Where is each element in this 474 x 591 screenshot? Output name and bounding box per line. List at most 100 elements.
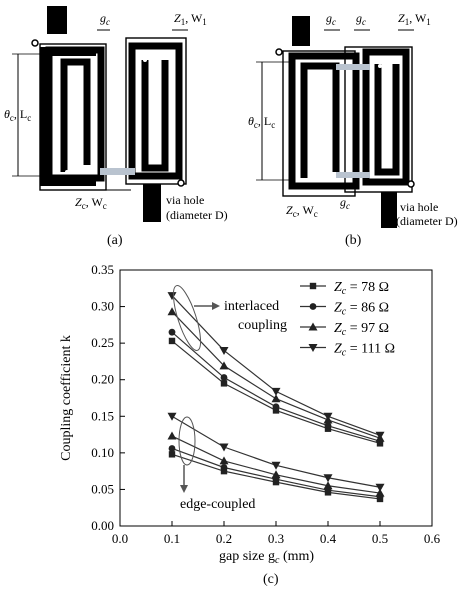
right-resonator-body-a	[125, 37, 187, 185]
edge-arrowhead	[180, 485, 188, 493]
via-hole-a5	[113, 58, 117, 62]
feed-port-top-a	[47, 6, 67, 34]
via-hole-a4	[143, 58, 147, 62]
legend-entry: Zc = 97 Ω	[300, 321, 389, 338]
data-point	[219, 346, 229, 355]
legend-marker	[308, 322, 318, 331]
chart-axes: 0.0 0.1 0.2 0.3 0.4 0.5 0.6 0.00 0.05 0.10 0.15 0.2…	[91, 262, 440, 546]
x-axis-label: gap size gc (mm)	[219, 549, 314, 566]
left-resonator-body-a	[39, 43, 107, 191]
interlaced-arrowhead	[212, 302, 220, 310]
label-via-b2: (diameter D)	[396, 214, 458, 228]
left-spiral-inner-a	[60, 58, 91, 172]
label-zc-a: Zc, Wc	[75, 195, 107, 211]
label-zc-b: Zc, Wc	[286, 203, 318, 219]
legend-entry: Zc = 78 Ω	[300, 280, 389, 297]
data-point	[324, 422, 332, 430]
label-via-a1: via hole	[166, 193, 204, 207]
x-tick-label: 0.2	[216, 531, 232, 546]
data-point	[271, 461, 281, 470]
annotation-edge: edge-coupled	[180, 497, 255, 512]
data-point	[219, 361, 229, 370]
data-point	[375, 483, 385, 492]
via-hole-a2	[177, 179, 185, 187]
left-spiral-outer-a	[45, 46, 105, 182]
y-axis-label: Coupling coefficient k	[59, 335, 74, 461]
y-tick-label: 0.00	[91, 518, 114, 533]
coupling-chart: 0.0 0.1 0.2 0.3 0.4 0.5 0.6 0.00 0.05 0.10 0.15 0.2…	[59, 262, 441, 587]
feed-port-top-b	[292, 16, 310, 46]
label-theta-b: θc, Lc	[248, 114, 275, 130]
x-tick-label: 0.5	[372, 531, 388, 546]
data-point	[272, 403, 280, 411]
coupling-region-b1	[336, 64, 370, 70]
feed-port-bottom-b	[381, 192, 397, 228]
data-point	[220, 464, 228, 471]
via-hole-a1	[31, 39, 39, 47]
data-point	[220, 380, 228, 387]
data-point	[323, 481, 333, 490]
data-point	[375, 431, 385, 440]
legend-entry: Zc = 86 Ω	[300, 301, 389, 318]
legend-label: Zc = 86 Ω	[334, 301, 389, 318]
data-point	[167, 431, 177, 440]
y-tick-label: 0.15	[91, 408, 114, 423]
coupling-region-b2	[336, 172, 370, 178]
label-gap-b3: gc	[340, 195, 350, 211]
via-hole-b2	[407, 180, 415, 188]
series-2	[167, 307, 385, 442]
label-gap-a: gc	[100, 11, 110, 27]
x-tick-label: 0.4	[320, 531, 337, 546]
data-point	[168, 328, 176, 336]
legend-label: Zc = 97 Ω	[334, 321, 389, 338]
y-tick-label: 0.05	[91, 481, 114, 496]
legend-marker	[308, 344, 318, 352]
annotation-interlaced-2: coupling	[238, 318, 287, 333]
diagram-a: gc Z1, W1 θc, Lc Zc, Wc via hole (diamet…	[4, 6, 228, 248]
via-hole-a3	[65, 170, 69, 174]
legend-marker	[309, 303, 317, 310]
data-point	[271, 387, 281, 396]
data-point	[220, 374, 228, 381]
x-tick-label: 0.6	[424, 531, 441, 546]
data-point	[271, 394, 281, 403]
legend-entry: Zc = 111 Ω	[300, 342, 395, 359]
label-gap-b2: gc	[356, 11, 366, 27]
right-resonator-body-b	[344, 46, 413, 193]
chart-series	[167, 292, 385, 503]
data-point	[167, 412, 177, 421]
series-line	[171, 295, 381, 436]
coupling-region-a	[100, 168, 135, 175]
y-tick-label: 0.10	[91, 445, 114, 460]
y-tick-label: 0.20	[91, 372, 114, 387]
data-point	[167, 292, 177, 301]
label-zw-a: Z1, W1	[174, 11, 207, 27]
series-6	[167, 431, 385, 497]
annotation-interlaced-1: interlaced	[224, 299, 279, 314]
right-spiral-inner-a	[141, 60, 169, 172]
x-tick-label: 0.0	[112, 531, 128, 546]
series-7	[167, 412, 385, 492]
via-hole-b4	[378, 64, 382, 68]
right-spiral-outer-a	[128, 42, 183, 180]
via-hole-b3	[308, 176, 312, 180]
chart-legend: Zc = 78 Ω Zc = 86 Ω Zc = 97 Ω Zc = 111 Ω	[300, 280, 395, 359]
via-hole-b1	[275, 48, 283, 56]
data-point	[168, 451, 176, 458]
label-zw-b: Z1, W1	[398, 11, 431, 27]
y-tick-label: 0.30	[91, 299, 114, 314]
feed-port-bottom-a	[143, 184, 161, 222]
data-point	[272, 407, 280, 414]
right-spiral-outer-b	[362, 48, 410, 186]
data-point	[219, 443, 229, 452]
x-tick-label: 0.3	[268, 531, 284, 546]
data-point	[271, 470, 281, 479]
right-spiral-inner-b	[374, 64, 400, 176]
data-point	[167, 307, 177, 316]
caption-a: (a)	[107, 233, 123, 248]
label-via-a2: (diameter D)	[166, 208, 228, 222]
data-point	[168, 337, 176, 345]
y-tick-label: 0.35	[91, 262, 114, 277]
diagram-b: gc gc Z1, W1 θc, Lc Zc, Wc gc via hole (…	[248, 11, 458, 248]
